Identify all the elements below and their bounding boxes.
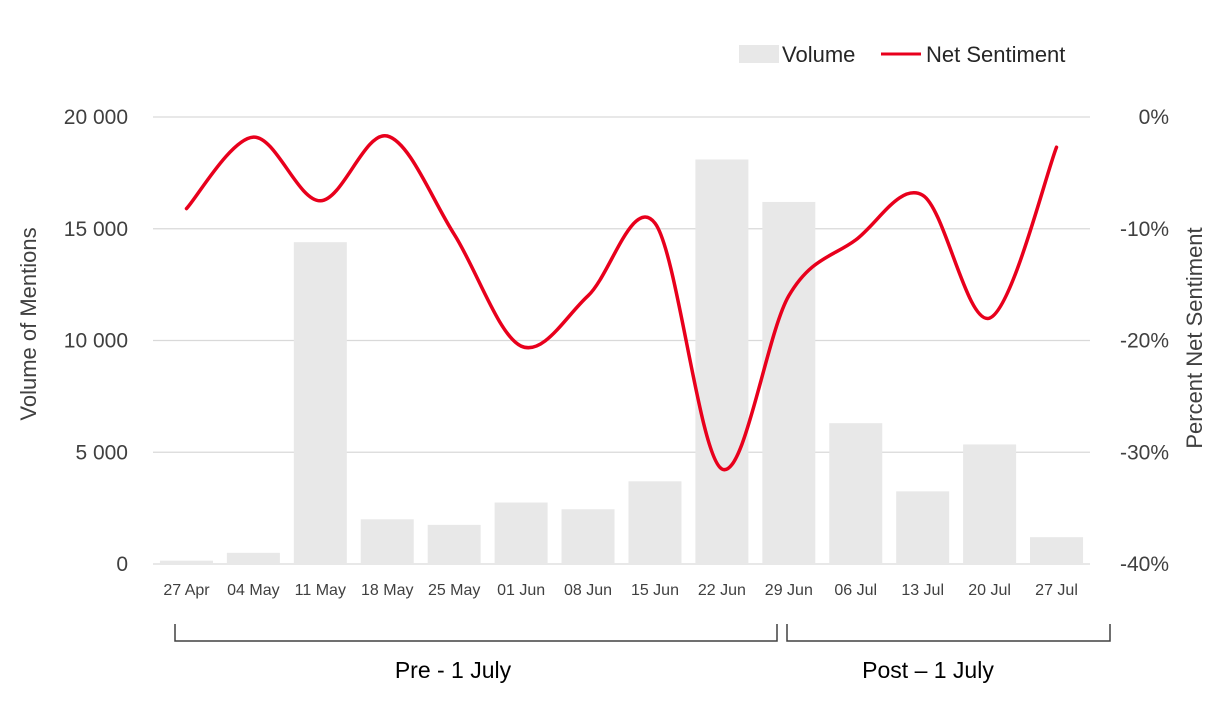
category-label: 08 Jun	[564, 582, 612, 599]
right-axis-ticks: -40% -30% -20% -10% 0%	[1120, 106, 1169, 576]
pre-bracket	[174, 624, 778, 642]
volume-bar	[695, 159, 749, 564]
right-axis-title: Percent Net Sentiment	[1182, 227, 1207, 448]
volume-bar	[829, 423, 883, 564]
right-tick-label: 0%	[1139, 106, 1169, 129]
volume-bars	[159, 159, 1084, 564]
volume-bar	[1030, 537, 1084, 564]
category-label: 29 Jun	[765, 582, 813, 599]
category-label: 22 Jun	[698, 582, 746, 599]
category-label: 04 May	[227, 582, 279, 599]
pre-period-label: Pre - 1 July	[395, 657, 512, 683]
right-tick-label: -40%	[1120, 553, 1169, 576]
left-tick-label: 15 000	[64, 218, 128, 241]
right-tick-label: -20%	[1120, 330, 1169, 353]
volume-bar	[561, 509, 615, 564]
gridlines	[153, 116, 1090, 565]
category-label: 15 Jun	[631, 582, 679, 599]
legend-volume-swatch	[739, 45, 779, 63]
left-axis-title: Volume of Mentions	[16, 227, 41, 420]
left-tick-label: 5 000	[75, 441, 128, 464]
category-label: 13 Jul	[901, 582, 944, 599]
legend: Volume Net Sentiment	[739, 42, 1065, 67]
left-axis-ticks: 0 5 000 10 000 15 000 20 000	[64, 106, 128, 576]
volume-bar	[427, 524, 481, 564]
category-label: 27 Jul	[1035, 582, 1078, 599]
legend-sentiment-label: Net Sentiment	[926, 42, 1065, 67]
category-label: 01 Jun	[497, 582, 545, 599]
left-tick-label: 0	[116, 553, 128, 576]
category-label: 18 May	[361, 582, 413, 599]
volume-bar	[360, 519, 414, 564]
category-label: 11 May	[295, 582, 346, 599]
post-bracket	[786, 624, 1111, 642]
volume-bar	[896, 491, 950, 564]
volume-bar	[159, 560, 213, 564]
volume-bar	[628, 481, 682, 564]
volume-bar	[963, 444, 1017, 564]
sentiment-line-group	[184, 134, 1059, 472]
volume-bar	[293, 242, 347, 564]
category-label: 27 Apr	[163, 582, 210, 599]
period-brackets: Pre - 1 July Post – 1 July	[174, 624, 1111, 683]
right-tick-label: -30%	[1120, 441, 1169, 464]
category-label: 20 Jul	[968, 582, 1011, 599]
category-axis-ticks: 27 Apr 04 May 11 May 18 May 25 May 01 Jun 08 J…	[163, 582, 1078, 599]
volume-bar	[762, 201, 816, 564]
left-tick-label: 10 000	[64, 330, 128, 353]
right-tick-label: -10%	[1120, 218, 1169, 241]
post-period-label: Post – 1 July	[862, 657, 994, 683]
volume-bar	[494, 502, 548, 564]
legend-volume-label: Volume	[782, 42, 855, 67]
left-tick-label: 20 000	[64, 106, 128, 129]
category-label: 25 May	[428, 582, 480, 599]
volume-bar	[226, 552, 280, 564]
category-label: 06 Jul	[834, 582, 877, 599]
